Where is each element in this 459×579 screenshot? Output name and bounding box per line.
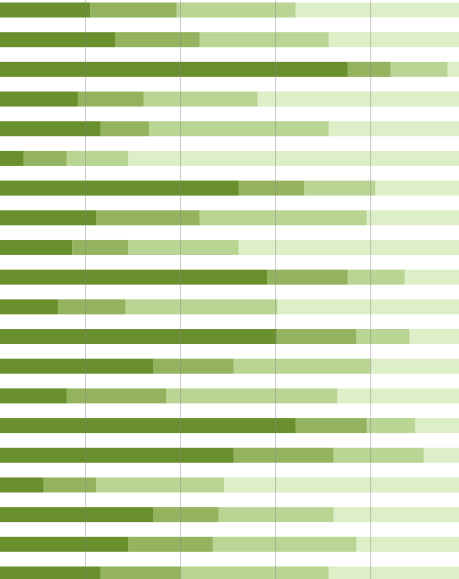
bar-segment [328,121,459,137]
bar-segment [257,91,459,107]
bar-segment [149,121,329,137]
bar-segment [390,61,448,77]
bar-segment [347,269,405,285]
bar-segment [356,536,459,552]
bar-segment [328,566,459,579]
bar-segment [233,358,371,374]
bar-segment [233,447,334,463]
bar-segment [43,477,96,493]
bar-segment [66,388,167,404]
bar-segment [166,388,338,404]
bar-segment [180,566,329,579]
bar-segment [276,329,357,345]
bar-segment [356,329,410,345]
bar-segment [100,566,181,579]
bar-segment [0,32,115,48]
bar-segment [0,180,239,196]
bar-segment [199,32,329,48]
bar-segment [218,507,334,523]
bar-segment [347,61,391,77]
bar-segment [125,299,278,315]
bar-segment [128,150,459,166]
bar-segment [95,210,200,226]
bar-segment [153,507,219,523]
bar-segment [77,91,144,107]
bar-segment [0,536,129,552]
bar-segment [0,507,154,523]
bar-segment [23,150,67,166]
bar-segment [238,239,459,255]
bar-segment [224,477,459,493]
bar-segment [447,61,459,77]
bar-segment [128,239,239,255]
bar-segment [0,269,268,285]
bar-segment [199,210,367,226]
bar-segment [95,477,225,493]
bar-segment [333,447,424,463]
bar-segment [295,418,367,434]
bar-segment [153,358,234,374]
bar-segment [333,507,459,523]
bar-segment [238,180,305,196]
bar-segment [72,239,129,255]
bar-segment [295,2,459,18]
bar-segment [212,536,357,552]
bar-segment [0,447,234,463]
bar-segment [90,2,177,18]
bar-segment [66,150,129,166]
bar-segment [423,447,459,463]
bar-segment [100,121,150,137]
bar-segment [128,536,213,552]
bar-segment [304,180,376,196]
bar-segment [176,2,296,18]
bar-segment [370,358,459,374]
bar-segment [0,418,296,434]
bar-segment [0,358,154,374]
bar-segment [0,210,96,226]
bar-segment [337,388,459,404]
bar-segment [143,91,258,107]
bar-segment [0,566,101,579]
bar-segment [0,299,58,315]
bar-segment [366,210,459,226]
bar-segment [0,121,101,137]
bar-segment [0,239,73,255]
bar-segment [375,180,459,196]
bar-segment [415,418,459,434]
bar-segment [267,269,348,285]
bar-segment [0,388,67,404]
bar-segment [409,329,459,345]
bar-segment [0,150,24,166]
bar-segment [328,32,459,48]
bar-segment [0,477,44,493]
bar-segment [0,91,78,107]
bar-segment [114,32,200,48]
bar-segment [0,329,277,345]
bar-segment [277,299,459,315]
bar-segment [0,61,348,77]
bar-segment [404,269,459,285]
bar-segment [57,299,126,315]
bar-segment [366,418,416,434]
bar-segment [0,2,91,18]
